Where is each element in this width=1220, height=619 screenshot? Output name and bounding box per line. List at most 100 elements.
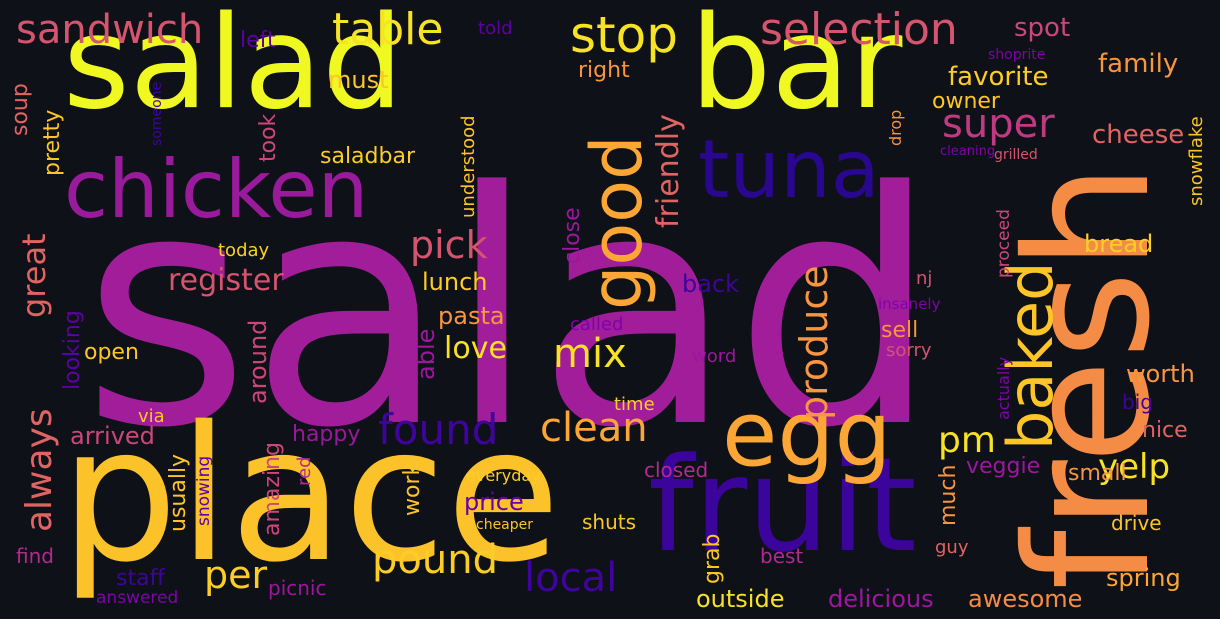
word-local: local xyxy=(524,555,618,601)
word-time: time xyxy=(614,394,655,415)
word-happy: happy xyxy=(292,422,361,447)
word-egg: egg xyxy=(722,382,892,487)
word-small: small xyxy=(1068,461,1127,486)
word-good: good xyxy=(576,135,658,310)
word-per: per xyxy=(204,553,268,597)
word-tuna: tuna xyxy=(698,123,880,216)
word-nj: nj xyxy=(916,268,933,289)
word-someone: someone xyxy=(149,81,165,146)
word-cleaning: cleaning xyxy=(940,144,996,159)
word-shuts: shuts xyxy=(582,510,637,534)
word-cheaper: cheaper xyxy=(476,517,534,533)
word-super: super xyxy=(942,101,1055,147)
word-back: back xyxy=(682,270,740,298)
word-red: red xyxy=(294,456,315,486)
word-find: find xyxy=(16,544,54,568)
word-must: must xyxy=(328,66,389,94)
word-best: best xyxy=(760,544,804,568)
word-insanely: insanely xyxy=(878,295,941,313)
word-drop: drop xyxy=(886,109,905,146)
word-place: place xyxy=(60,386,561,603)
word-sorry: sorry xyxy=(886,340,932,361)
word-looking: looking xyxy=(60,310,85,390)
word-staff: staff xyxy=(116,566,165,591)
word-proceed: proceed xyxy=(994,209,1014,278)
word-big: big xyxy=(1122,390,1153,414)
word-closed: closed xyxy=(644,458,709,482)
word-table: table xyxy=(332,4,444,55)
word-pasta: pasta xyxy=(438,302,505,330)
word-left: left xyxy=(240,28,276,53)
word-drive: drive xyxy=(1111,511,1162,535)
word-price: price xyxy=(464,488,524,516)
word-around: around xyxy=(244,319,272,404)
word-picnic: picnic xyxy=(268,576,327,600)
word-shoprite: shoprite xyxy=(988,47,1046,63)
word-sandwich: sandwich xyxy=(16,7,204,53)
word-friendly: friendly xyxy=(651,114,686,228)
word-chicken: chicken xyxy=(64,143,369,236)
word-usually: usually xyxy=(166,453,191,532)
word-answered: answered xyxy=(96,588,179,608)
word-close: close xyxy=(560,207,585,264)
word-mix: mix xyxy=(553,331,627,377)
word-open: open xyxy=(84,340,139,365)
word-yelp: yelp xyxy=(1098,447,1171,487)
word-selection: selection xyxy=(760,4,958,55)
word-favorite: favorite xyxy=(948,62,1049,92)
word-took: took xyxy=(256,113,281,162)
word-told: told xyxy=(478,18,513,39)
word-stop: stop xyxy=(570,6,678,64)
word-pound: pound xyxy=(372,537,498,583)
word-bread: bread xyxy=(1084,230,1154,258)
word-soup: soup xyxy=(8,83,33,136)
word-grilled: grilled xyxy=(994,147,1038,163)
word-salad-bar-salad: salad xyxy=(63,0,404,138)
word-always: always xyxy=(19,408,60,532)
word-snowflake: snowflake xyxy=(1186,116,1207,206)
word-delicious: delicious xyxy=(828,585,934,613)
word-baked: baked xyxy=(994,261,1067,450)
word-family: family xyxy=(1098,49,1179,79)
word-worth: worth xyxy=(1126,360,1195,388)
word-understood: understood xyxy=(458,115,479,218)
word-love: love xyxy=(444,331,507,366)
word-snowing: snowing xyxy=(194,455,214,526)
word-sell: sell xyxy=(881,318,919,343)
word-pick: pick xyxy=(410,223,488,267)
word-actually: actually xyxy=(994,356,1013,420)
word-pretty: pretty xyxy=(40,109,65,176)
word-saladbar: saladbar xyxy=(320,144,415,169)
word-grab: grab xyxy=(700,533,725,584)
word-amazing: amazing xyxy=(260,442,285,536)
word-today: today xyxy=(218,240,270,261)
word-called: called xyxy=(570,314,624,335)
word-veggie: veggie xyxy=(966,454,1041,479)
word-spring: spring xyxy=(1106,564,1181,592)
word-outside: outside xyxy=(696,585,785,613)
word-guy: guy xyxy=(935,537,969,558)
word-word: word xyxy=(692,346,737,367)
word-everyday: everyday xyxy=(466,466,541,485)
word-arrived: arrived xyxy=(70,422,155,450)
word-owner: owner xyxy=(932,89,1000,114)
word-salad-bar-bar: bar xyxy=(690,0,903,138)
word-produce: produce xyxy=(792,265,836,420)
word-pm: pm xyxy=(938,420,996,461)
word-lunch: lunch xyxy=(422,268,488,296)
word-right: right xyxy=(578,58,630,83)
word-work: work xyxy=(400,462,425,516)
word-fruit: fruit xyxy=(648,429,917,581)
word-via: via xyxy=(138,406,165,427)
word-spot: spot xyxy=(1014,13,1071,43)
word-cheese: cheese xyxy=(1092,120,1185,150)
word-able: able xyxy=(412,328,440,380)
word-salad: salad xyxy=(82,123,939,498)
word-awesome: awesome xyxy=(968,585,1083,613)
word-found: found xyxy=(378,405,499,454)
word-great: great xyxy=(15,233,53,318)
word-nice: nice xyxy=(1142,418,1188,443)
word-much: much xyxy=(936,464,961,526)
word-clean: clean xyxy=(540,405,648,451)
